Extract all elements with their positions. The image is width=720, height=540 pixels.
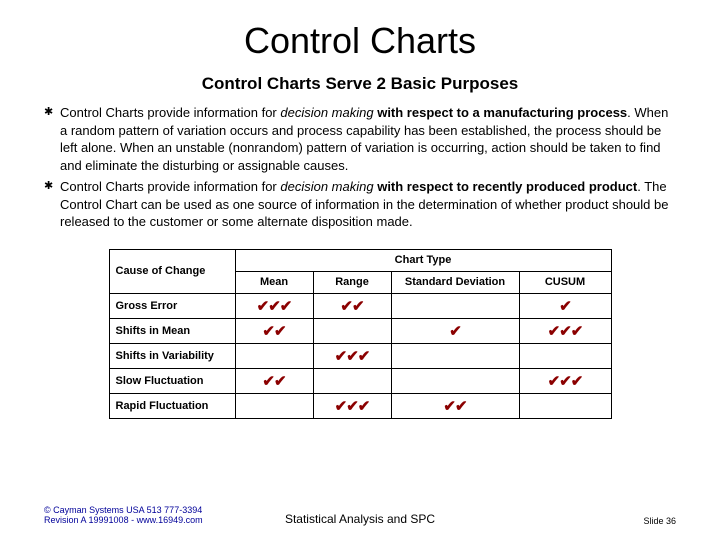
check-cell	[313, 318, 391, 343]
check-cell	[235, 343, 313, 368]
footer-copyright: © Cayman Systems USA 513 777-3394 Revisi…	[44, 506, 203, 526]
check-icon: ✔✔✔	[335, 398, 370, 415]
check-cell	[235, 393, 313, 418]
check-cell: ✔✔	[235, 318, 313, 343]
chart-type-table: Cause of ChangeChart TypeMeanRangeStanda…	[109, 249, 612, 419]
bullet-list: ✱Control Charts provide information for …	[44, 104, 676, 231]
check-icon: ✔✔	[340, 298, 363, 315]
bullet-text: Control Charts provide information for d…	[60, 178, 676, 231]
row-label: Shifts in Variability	[109, 343, 235, 368]
asterisk-icon: ✱	[44, 104, 60, 174]
column-header: Range	[313, 271, 391, 293]
table-row: Gross Error✔✔✔✔✔✔	[109, 293, 611, 318]
check-cell	[391, 368, 519, 393]
check-cell: ✔✔✔	[235, 293, 313, 318]
check-cell	[313, 368, 391, 393]
column-header: CUSUM	[519, 271, 611, 293]
check-cell: ✔✔✔	[313, 393, 391, 418]
footer: © Cayman Systems USA 513 777-3394 Revisi…	[44, 506, 676, 526]
bullet-item: ✱Control Charts provide information for …	[44, 178, 676, 231]
table-row: Slow Fluctuation✔✔✔✔✔	[109, 368, 611, 393]
check-cell: ✔✔	[313, 293, 391, 318]
asterisk-icon: ✱	[44, 178, 60, 231]
table-row: Shifts in Mean✔✔✔✔✔✔	[109, 318, 611, 343]
table-row: Rapid Fluctuation✔✔✔✔✔	[109, 393, 611, 418]
check-cell: ✔	[519, 293, 611, 318]
check-icon: ✔✔✔	[548, 323, 583, 340]
check-icon: ✔	[449, 323, 461, 340]
column-header: Standard Deviation	[391, 271, 519, 293]
check-cell: ✔✔✔	[519, 318, 611, 343]
check-cell: ✔	[391, 318, 519, 343]
row-label: Rapid Fluctuation	[109, 393, 235, 418]
check-icon: ✔	[559, 298, 571, 315]
cause-header: Cause of Change	[109, 249, 235, 293]
check-cell: ✔✔	[391, 393, 519, 418]
check-icon: ✔✔	[262, 323, 285, 340]
row-label: Gross Error	[109, 293, 235, 318]
subtitle: Control Charts Serve 2 Basic Purposes	[44, 74, 676, 94]
footer-center: Statistical Analysis and SPC	[285, 512, 435, 526]
row-label: Shifts in Mean	[109, 318, 235, 343]
bullet-text: Control Charts provide information for d…	[60, 104, 676, 174]
check-cell	[391, 293, 519, 318]
check-cell	[519, 343, 611, 368]
check-cell: ✔✔✔	[519, 368, 611, 393]
bullet-item: ✱Control Charts provide information for …	[44, 104, 676, 174]
check-cell: ✔✔	[235, 368, 313, 393]
table-row: Shifts in Variability ✔✔✔	[109, 343, 611, 368]
check-cell	[519, 393, 611, 418]
check-cell: ✔✔✔	[313, 343, 391, 368]
chart-type-header: Chart Type	[235, 249, 611, 271]
check-icon: ✔✔✔	[257, 298, 292, 315]
footer-line2: Revision A 19991008 - www.16949.com	[44, 516, 203, 526]
check-icon: ✔✔✔	[548, 373, 583, 390]
check-icon: ✔✔	[262, 373, 285, 390]
column-header: Mean	[235, 271, 313, 293]
row-label: Slow Fluctuation	[109, 368, 235, 393]
check-icon: ✔✔	[443, 398, 466, 415]
check-icon: ✔✔✔	[335, 348, 370, 365]
footer-slide-number: Slide 36	[643, 516, 676, 526]
page-title: Control Charts	[44, 20, 676, 62]
check-cell	[391, 343, 519, 368]
